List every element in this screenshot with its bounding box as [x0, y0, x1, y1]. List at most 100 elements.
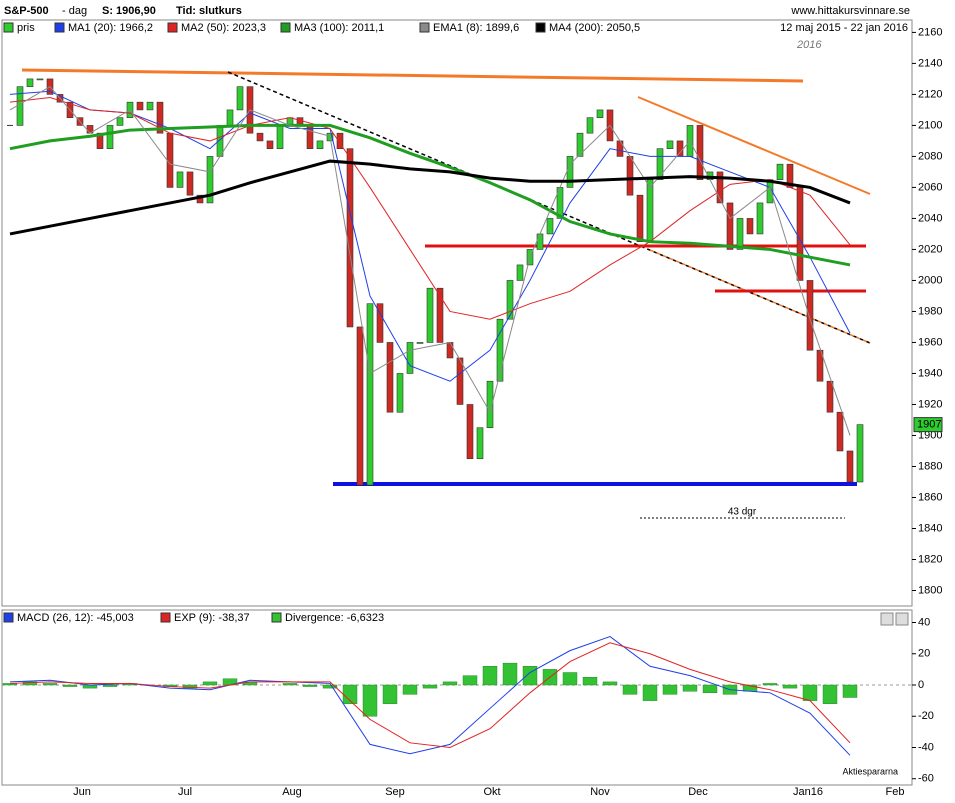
date-range: 12 maj 2015 - 22 jan 2016 — [780, 22, 908, 34]
divergence-bar — [702, 684, 718, 694]
candle — [356, 326, 364, 486]
x-tick-label: Nov — [590, 786, 610, 798]
candle — [426, 287, 434, 343]
y-tick-label: 40 — [918, 616, 930, 628]
candle — [546, 218, 554, 235]
candle — [96, 132, 104, 149]
legend-swatch — [280, 22, 291, 33]
candle — [566, 156, 574, 188]
divergence-bar — [62, 684, 78, 687]
y-tick-label: 1880 — [918, 460, 942, 472]
y-tick-label: 1820 — [918, 553, 942, 565]
candle — [726, 202, 734, 250]
y-tick-label: 2140 — [918, 57, 942, 69]
y-tick-label: -20 — [918, 710, 934, 722]
y-tick-label: 2040 — [918, 212, 942, 224]
macd-panel — [1, 609, 913, 786]
candle — [486, 380, 494, 429]
settings-button[interactable] — [880, 612, 894, 626]
moving-average-line — [9, 123, 851, 267]
x-tick-label: Jan16 — [793, 786, 823, 798]
y-tick-label: 1840 — [918, 522, 942, 534]
divergence-bar — [442, 681, 458, 686]
candle — [396, 373, 404, 413]
y-tick-label: 1980 — [918, 305, 942, 317]
candle — [226, 109, 234, 126]
legend-label: pris — [17, 22, 35, 34]
legend-swatch — [535, 22, 546, 33]
candle — [106, 125, 114, 149]
candle — [636, 194, 644, 242]
y-tick-label: 2160 — [918, 26, 942, 38]
trend-lines — [21, 68, 871, 519]
candle — [476, 427, 484, 460]
candle — [676, 140, 684, 157]
candle — [596, 109, 604, 118]
y-tick-label: 2000 — [918, 274, 942, 286]
candle — [826, 380, 834, 413]
candle — [666, 140, 674, 149]
x-tick-label: Aug — [282, 786, 302, 798]
close-button[interactable] — [895, 612, 909, 626]
macd-line — [9, 636, 851, 756]
candle — [496, 318, 504, 382]
legend-label: Divergence: -6,6323 — [285, 612, 384, 624]
y-tick-label: 1960 — [918, 336, 942, 348]
candle — [846, 450, 854, 483]
moving-average-line — [9, 90, 851, 382]
y-tick-label: -60 — [918, 773, 934, 785]
divergence-bar — [622, 684, 638, 695]
candle — [16, 86, 24, 126]
candle — [36, 78, 44, 81]
y-tick-label: 1920 — [918, 398, 942, 410]
divergence-bar — [502, 662, 518, 686]
divergence-bar — [582, 676, 598, 686]
y-tick-label: 1900 — [918, 429, 942, 441]
days-annotation: 43 dgr — [728, 507, 757, 518]
candle — [146, 101, 154, 111]
candle — [176, 171, 184, 188]
legend-swatch — [3, 612, 14, 623]
y-tick-label: 2100 — [918, 119, 942, 131]
candle — [816, 349, 824, 382]
source: www.hittakursvinnare.se — [790, 5, 910, 17]
x-tick-label: Jun — [73, 786, 91, 798]
candle — [776, 163, 784, 180]
x-tick-label: Jul — [178, 786, 192, 798]
divergence-bar — [842, 684, 858, 698]
divergence-bar — [322, 684, 338, 689]
candle — [456, 357, 464, 405]
candle — [586, 117, 594, 134]
candle — [836, 411, 844, 452]
panel-tools[interactable] — [880, 612, 909, 626]
divergence-bar — [762, 683, 778, 686]
y-tick-label: 0 — [918, 679, 924, 691]
divergence-bar — [362, 684, 378, 717]
divergence-bar — [182, 684, 198, 689]
divergence-bar — [42, 683, 58, 686]
legend-swatch — [167, 22, 178, 33]
divergence-bar — [682, 684, 698, 692]
candle — [796, 187, 804, 281]
candle — [346, 148, 354, 328]
legend-swatch — [419, 22, 430, 33]
divergence-bar — [22, 681, 38, 686]
candle — [416, 342, 424, 344]
y-tick-label: 1860 — [918, 491, 942, 503]
y-tick-label: 1940 — [918, 367, 942, 379]
legend-label: MA4 (200): 2050,5 — [549, 22, 640, 34]
x-tick-label: Dec — [688, 786, 708, 798]
candle — [116, 117, 124, 126]
divergence-bar — [382, 684, 398, 704]
candle — [26, 78, 34, 87]
legend-label: EXP (9): -38,37 — [174, 612, 250, 624]
y-tick-label: 2020 — [918, 243, 942, 255]
x-tick-label: Okt — [483, 786, 500, 798]
legend-label: MA2 (50): 2023,3 — [181, 22, 266, 34]
divergence-bar — [102, 684, 118, 687]
candle — [436, 287, 444, 343]
divergence-bar — [602, 681, 618, 686]
candle — [446, 342, 454, 359]
candle — [856, 424, 864, 483]
